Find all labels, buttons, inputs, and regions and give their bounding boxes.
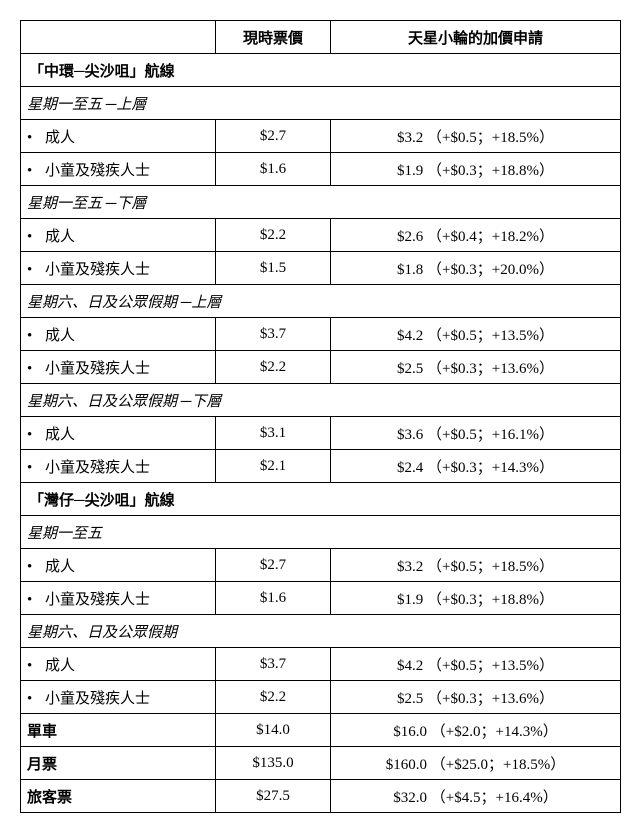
r2-e-adult-row: •成人 $3.7 $4.2 （+$0.5；+13.5%）	[21, 648, 621, 681]
r2-wk-label: 星期一至五	[21, 516, 621, 549]
cur: $135.0	[216, 747, 331, 780]
r2-wk: 星期一至五	[21, 516, 621, 549]
cur: $3.1	[216, 417, 331, 450]
monthly-row: 月票 $135.0 $160.0 （+$25.0；+18.5%）	[21, 747, 621, 780]
r1-wk-lower: 星期一至五 ─下層	[21, 186, 621, 219]
r2-w-child-row: •小童及殘疾人士 $1.6 $1.9 （+$0.3；+18.8%）	[21, 582, 621, 615]
new: $4.2 （+$0.5；+13.5%）	[331, 318, 621, 351]
cur: $2.2	[216, 681, 331, 714]
cat-adult: •成人	[21, 120, 216, 153]
new: $2.6 （+$0.4；+18.2%）	[331, 219, 621, 252]
cur: $2.2	[216, 351, 331, 384]
new: $3.2 （+$0.5；+18.5%）	[331, 549, 621, 582]
r1-we-upper-label: 星期六、日及公眾假期 ─上層	[21, 285, 621, 318]
r2-w-adult-row: •成人 $2.7 $3.2 （+$0.5；+18.5%）	[21, 549, 621, 582]
cat-adult: •成人	[21, 318, 216, 351]
cur: $1.6	[216, 153, 331, 186]
route1-title: 「中環─尖沙咀」航線	[21, 54, 621, 87]
bike-label: 單車	[21, 714, 216, 747]
new: $3.2 （+$0.5；+18.5%）	[331, 120, 621, 153]
tourist-label: 旅客票	[21, 780, 216, 813]
cur: $1.5	[216, 252, 331, 285]
new: $3.6 （+$0.5；+16.1%）	[331, 417, 621, 450]
cat-child: •小童及殘疾人士	[21, 582, 216, 615]
r1-wl-adult-row: •成人 $2.2 $2.6 （+$0.4；+18.2%）	[21, 219, 621, 252]
r1-wl-child-row: •小童及殘疾人士 $1.5 $1.8 （+$0.3；+20.0%）	[21, 252, 621, 285]
new: $1.8 （+$0.3；+20.0%）	[331, 252, 621, 285]
r1-we-lower: 星期六、日及公眾假期 ─下層	[21, 384, 621, 417]
new: $1.9 （+$0.3；+18.8%）	[331, 582, 621, 615]
cat-adult: •成人	[21, 648, 216, 681]
r2-we: 星期六、日及公眾假期	[21, 615, 621, 648]
route2-label: 「灣仔─尖沙咀」航線	[21, 483, 621, 516]
r1-we-upper: 星期六、日及公眾假期 ─上層	[21, 285, 621, 318]
r1-el-adult-row: •成人 $3.1 $3.6 （+$0.5；+16.1%）	[21, 417, 621, 450]
cat-adult: •成人	[21, 219, 216, 252]
cat-adult: •成人	[21, 549, 216, 582]
cat-child: •小童及殘疾人士	[21, 450, 216, 483]
r1-wk-upper: 星期一至五 ─上層	[21, 87, 621, 120]
cat-adult: •成人	[21, 417, 216, 450]
header-proposed: 天星小輪的加價申請	[331, 21, 621, 54]
adult-label: 成人	[45, 130, 75, 146]
new: $2.5 （+$0.3；+13.6%）	[331, 351, 621, 384]
cur: $2.7	[216, 549, 331, 582]
r1-wk-lower-label: 星期一至五 ─下層	[21, 186, 621, 219]
new: $2.4 （+$0.3；+14.3%）	[331, 450, 621, 483]
cat-child: •小童及殘疾人士	[21, 681, 216, 714]
new: $2.5 （+$0.3；+13.6%）	[331, 681, 621, 714]
cat-child: •小童及殘疾人士	[21, 153, 216, 186]
new: $4.2 （+$0.5；+13.5%）	[331, 648, 621, 681]
cur: $3.7	[216, 648, 331, 681]
r1-wu-adult-row: •成人 $2.7 $3.2 （+$0.5；+18.5%）	[21, 120, 621, 153]
header-current: 現時票價	[216, 21, 331, 54]
new: $16.0 （+$2.0；+14.3%）	[331, 714, 621, 747]
header-blank	[21, 21, 216, 54]
new: $1.9 （+$0.3；+18.8%）	[331, 153, 621, 186]
header-row: 現時票價 天星小輪的加價申請	[21, 21, 621, 54]
bike-row: 單車 $14.0 $16.0 （+$2.0；+14.3%）	[21, 714, 621, 747]
child-label: 小童及殘疾人士	[45, 163, 150, 179]
r2-we-label: 星期六、日及公眾假期	[21, 615, 621, 648]
cur: $1.6	[216, 582, 331, 615]
cur: $3.7	[216, 318, 331, 351]
cur: $27.5	[216, 780, 331, 813]
route2-title: 「灣仔─尖沙咀」航線	[21, 483, 621, 516]
r1-we-lower-label: 星期六、日及公眾假期 ─下層	[21, 384, 621, 417]
r1-wu-child-row: •小童及殘疾人士 $1.6 $1.9 （+$0.3；+18.8%）	[21, 153, 621, 186]
fare-table: 現時票價 天星小輪的加價申請 「中環─尖沙咀」航線 星期一至五 ─上層 •成人 …	[20, 20, 621, 813]
r2-e-child-row: •小童及殘疾人士 $2.2 $2.5 （+$0.3；+13.6%）	[21, 681, 621, 714]
r1-eu-adult-row: •成人 $3.7 $4.2 （+$0.5；+13.5%）	[21, 318, 621, 351]
cur: $14.0	[216, 714, 331, 747]
cur: $2.1	[216, 450, 331, 483]
new: $160.0 （+$25.0；+18.5%）	[331, 747, 621, 780]
r1-wk-upper-label: 星期一至五 ─上層	[21, 87, 621, 120]
monthly-label: 月票	[21, 747, 216, 780]
cur: $2.2	[216, 219, 331, 252]
tourist-row: 旅客票 $27.5 $32.0 （+$4.5；+16.4%）	[21, 780, 621, 813]
r1-eu-child-row: •小童及殘疾人士 $2.2 $2.5 （+$0.3；+13.6%）	[21, 351, 621, 384]
route1-label: 「中環─尖沙咀」航線	[21, 54, 621, 87]
cat-child: •小童及殘疾人士	[21, 351, 216, 384]
cat-child: •小童及殘疾人士	[21, 252, 216, 285]
new: $32.0 （+$4.5；+16.4%）	[331, 780, 621, 813]
cur: $2.7	[216, 120, 331, 153]
r1-el-child-row: •小童及殘疾人士 $2.1 $2.4 （+$0.3；+14.3%）	[21, 450, 621, 483]
